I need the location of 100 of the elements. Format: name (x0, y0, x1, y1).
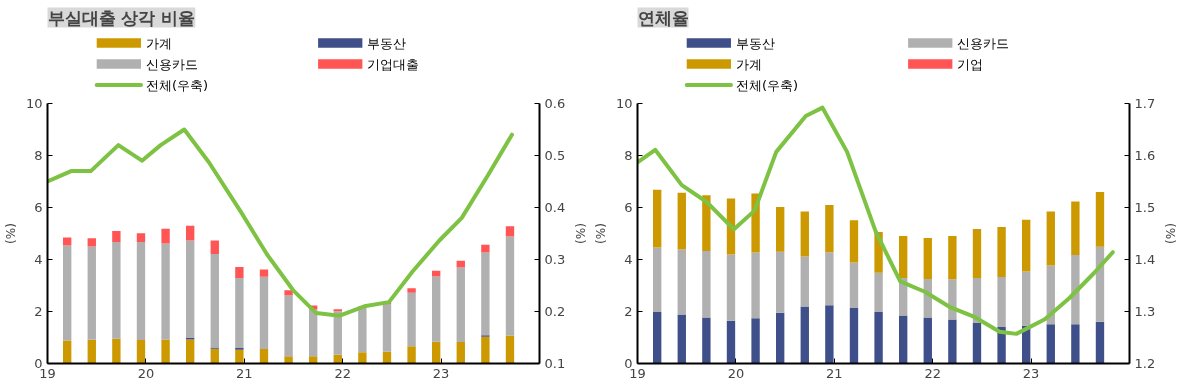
y2-tick-label: 1.2 (1134, 356, 1156, 371)
bar (407, 346, 416, 364)
legend-label: 기업대출 (367, 56, 420, 72)
bar (702, 195, 711, 251)
bar (1095, 321, 1105, 364)
bar (284, 295, 293, 357)
y2-tick-label: 0.3 (544, 252, 566, 267)
bar (948, 236, 957, 280)
y2-axis-title: (%) (573, 223, 588, 244)
bar (112, 230, 121, 243)
y-tick-label: 8 (624, 148, 633, 163)
bar (997, 276, 1006, 328)
bar (1095, 191, 1105, 247)
bar (849, 220, 859, 263)
bar (63, 340, 72, 364)
bar (309, 309, 318, 357)
bar (161, 228, 170, 244)
bar (284, 290, 293, 296)
bar (136, 340, 146, 364)
bar (849, 262, 859, 309)
legend-label: 부동산 (367, 35, 407, 51)
y2-tick-label: 0.1 (544, 356, 566, 371)
bar (726, 320, 736, 364)
bar (923, 317, 932, 364)
x-tick-label: 23 (1022, 365, 1040, 381)
bar (677, 192, 686, 250)
bar (1071, 255, 1080, 325)
bar (481, 244, 490, 253)
legend-label: 신용카드 (145, 56, 198, 72)
y2-tick-label: 1.6 (1134, 148, 1156, 163)
bar (161, 339, 170, 364)
bar (1046, 211, 1055, 266)
bar (210, 348, 219, 364)
legend-label: 가계 (145, 35, 172, 51)
y2-tick-label: 1.5 (1134, 200, 1156, 215)
bar (825, 305, 834, 364)
bar (1022, 271, 1031, 326)
line-series (637, 105, 1115, 336)
bar (948, 319, 957, 364)
bar (677, 314, 686, 364)
bar (997, 227, 1006, 277)
x-tick-label: 21 (236, 365, 253, 381)
bar (186, 339, 195, 364)
bar (432, 276, 441, 342)
bar (481, 252, 490, 336)
bar (505, 335, 515, 364)
bar (702, 250, 711, 318)
bar (358, 307, 367, 353)
x-tick-label: 22 (334, 365, 351, 381)
bar (87, 246, 96, 340)
y-tick-label: 10 (25, 96, 43, 111)
bar (800, 306, 809, 364)
bar (87, 339, 96, 364)
y-tick-label: 2 (624, 304, 633, 319)
bar (259, 276, 269, 349)
y-tick-label: 4 (34, 252, 43, 267)
bar (186, 225, 195, 241)
y-tick-label: 8 (34, 148, 43, 163)
bar (1046, 324, 1055, 364)
x-tick-label: 22 (924, 365, 941, 381)
bar (309, 356, 318, 364)
bar (112, 242, 121, 339)
bar (407, 292, 416, 347)
bar (972, 322, 982, 364)
x-tick-label: 23 (432, 365, 450, 381)
bar (505, 226, 515, 237)
bar (874, 312, 883, 364)
y-tick-label: 6 (624, 200, 633, 215)
y2-tick-label: 0.2 (544, 304, 566, 319)
bar (899, 236, 908, 278)
bar (776, 251, 785, 313)
bar (235, 267, 244, 278)
bar (210, 240, 219, 255)
bar (407, 288, 416, 293)
chart-title: 연체율 (637, 7, 689, 28)
bar (210, 254, 219, 348)
bar (284, 356, 293, 364)
y-axis-title: (%) (3, 223, 18, 244)
bar (382, 351, 392, 364)
bar (653, 312, 662, 364)
bar (849, 308, 859, 364)
bar (456, 341, 465, 364)
y2-tick-label: 0.6 (544, 96, 566, 111)
bar (259, 348, 269, 364)
bar (776, 312, 785, 364)
bar (899, 315, 908, 364)
legend-label: 가계 (735, 56, 762, 72)
bar (382, 303, 392, 352)
bar (259, 269, 269, 277)
bar (677, 249, 686, 315)
bar (235, 277, 244, 348)
bar (776, 206, 785, 252)
y2-tick-label: 0.4 (544, 200, 566, 215)
bar (456, 260, 465, 268)
bar (800, 256, 809, 307)
y-tick-label: 6 (34, 200, 43, 215)
bar (751, 252, 760, 319)
chart-title: 부실대출 상각 비율 (47, 7, 196, 28)
bar (1071, 324, 1080, 364)
y2-tick-label: 0.5 (544, 148, 566, 163)
